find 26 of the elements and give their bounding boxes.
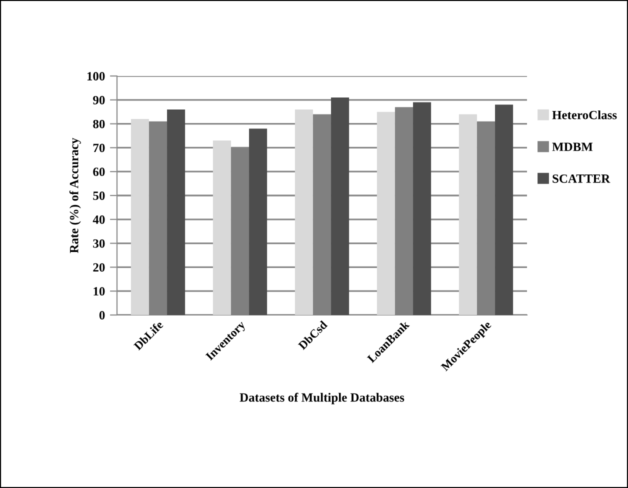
y-tick-label: 30	[93, 239, 105, 248]
y-tick-label: 100	[87, 72, 105, 80]
bar	[331, 98, 350, 315]
bar	[249, 128, 268, 315]
bar	[212, 140, 231, 315]
bar	[376, 112, 395, 315]
y-tick-label: 70	[93, 144, 105, 152]
y-tick-label: 40	[92, 215, 105, 224]
legend-label: HeteroClass	[552, 110, 617, 120]
bar	[130, 119, 149, 315]
y-axis-title: Rate (%) of Accuracy	[69, 138, 81, 254]
y-tick-label: 50	[93, 192, 105, 200]
y-tick-label: 60	[93, 168, 105, 176]
y-tick-label: 20	[93, 263, 105, 272]
bar	[458, 114, 477, 315]
legend-label: MDBM	[552, 142, 593, 151]
y-tick-label: 80	[93, 120, 105, 128]
y-tick-label: 10	[94, 287, 105, 296]
bar	[167, 109, 186, 315]
bar	[495, 104, 514, 315]
x-axis-title: Datasets of Multiple Databases	[240, 392, 404, 404]
legend-label: SCATTER	[552, 174, 610, 183]
y-tick-label: 90	[93, 96, 105, 104]
bar	[413, 102, 432, 315]
bar	[294, 109, 313, 315]
y-tick-label: 0	[99, 311, 105, 320]
